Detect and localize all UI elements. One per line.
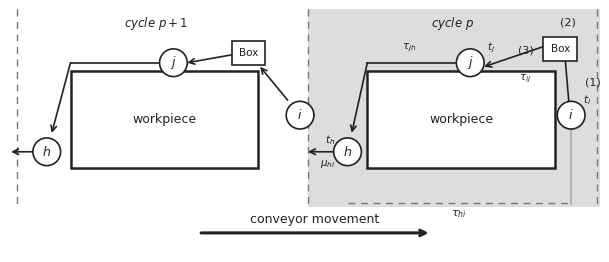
- Circle shape: [160, 49, 187, 77]
- Text: $\tau_{hi}$: $\tau_{hi}$: [451, 208, 467, 220]
- Circle shape: [456, 49, 484, 77]
- Circle shape: [33, 138, 61, 166]
- Text: $h$: $h$: [343, 145, 352, 159]
- Text: workpiece: workpiece: [429, 113, 493, 125]
- Text: $t_i$: $t_i$: [583, 94, 591, 107]
- Circle shape: [557, 101, 585, 129]
- Text: $j$: $j$: [170, 54, 177, 71]
- Text: $i$: $i$: [297, 108, 303, 122]
- Bar: [71, 71, 258, 168]
- Text: workpiece: workpiece: [132, 113, 197, 125]
- Text: (1): (1): [585, 78, 600, 88]
- Text: $t_j$: $t_j$: [487, 40, 495, 55]
- Text: (2): (2): [560, 17, 576, 27]
- Bar: [543, 37, 577, 61]
- Text: $\tau_{ij}$: $\tau_{ij}$: [518, 72, 531, 85]
- Text: $i$: $i$: [568, 108, 574, 122]
- Text: $h$: $h$: [42, 145, 51, 159]
- Text: $\tau_{jh}$: $\tau_{jh}$: [402, 41, 416, 54]
- Bar: [308, 9, 600, 207]
- Circle shape: [334, 138, 361, 166]
- Text: (3): (3): [518, 46, 533, 56]
- Text: $\mu_{hi}$: $\mu_{hi}$: [320, 158, 335, 170]
- Circle shape: [286, 101, 314, 129]
- Bar: [232, 41, 266, 65]
- Text: $t_h$: $t_h$: [325, 133, 335, 147]
- Text: Box: Box: [551, 44, 570, 54]
- Text: Box: Box: [239, 48, 258, 58]
- Text: conveyor movement: conveyor movement: [250, 213, 379, 226]
- Text: cycle $p$: cycle $p$: [431, 15, 474, 32]
- Text: cycle $p+1$: cycle $p+1$: [124, 15, 189, 32]
- Bar: [367, 71, 555, 168]
- Text: $j$: $j$: [466, 54, 474, 71]
